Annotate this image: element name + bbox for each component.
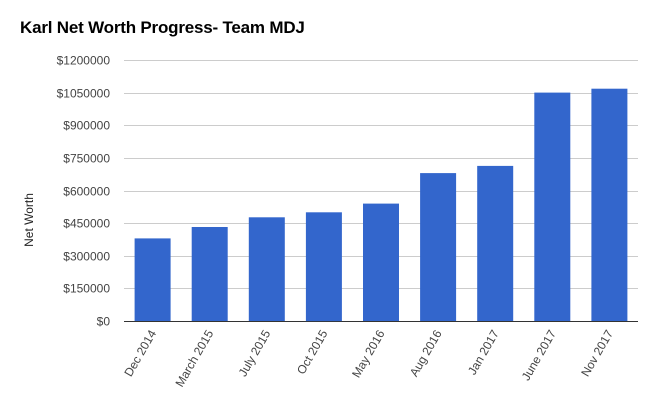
bar [305, 212, 342, 322]
x-tick-label: Nov 2017 [578, 327, 616, 379]
y-tick-label: $600000 [63, 185, 110, 199]
y-tick-label: $1200000 [57, 54, 111, 68]
y-tick-label: $900000 [63, 119, 110, 133]
y-axis-ticks: $0 $150000 $300000 $450000 $600000 $750000 $90… [57, 54, 111, 329]
bar [363, 203, 399, 321]
bar [591, 88, 628, 321]
y-tick-label: $150000 [63, 282, 110, 296]
x-tick-label: July 2015 [236, 327, 274, 379]
x-tick-label: May 2016 [349, 327, 388, 380]
bar [534, 92, 571, 321]
bar [134, 238, 171, 321]
bar [191, 227, 228, 321]
x-tick-label: June 2017 [519, 327, 559, 383]
y-tick-label: $300000 [63, 250, 110, 264]
x-tick-label: Oct 2015 [294, 327, 331, 376]
x-axis-ticks: Dec 2014 March 2015 July 2015 Oct 2015 May 2… [121, 327, 616, 389]
y-tick-label: $0 [97, 315, 111, 329]
chart-title: Karl Net Worth Progress- Team MDJ [20, 18, 305, 37]
bars [134, 88, 628, 322]
y-tick-label: $450000 [63, 217, 110, 231]
x-tick-label: March 2015 [172, 327, 216, 389]
bar [477, 165, 514, 321]
x-tick-label: Jan 2017 [465, 327, 502, 377]
x-tick-label: Aug 2016 [407, 327, 445, 379]
y-axis-title: Net Worth [22, 193, 36, 247]
bar [248, 217, 285, 321]
bar [420, 173, 457, 321]
y-tick-label: $750000 [63, 152, 110, 166]
x-tick-label: Dec 2014 [121, 327, 159, 379]
y-tick-label: $1050000 [57, 87, 111, 101]
